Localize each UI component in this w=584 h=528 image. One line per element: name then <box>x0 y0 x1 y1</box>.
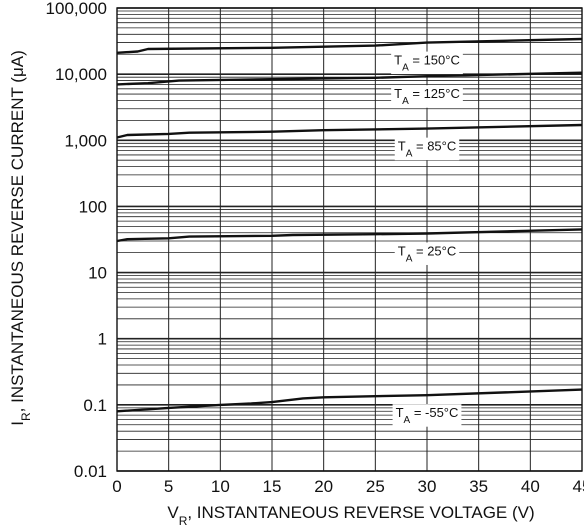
curve-labels: TA = 150°C TA = 125°C TA = 85°C TA = 25°C TA… <box>391 51 463 427</box>
plot-frame <box>116 7 583 472</box>
y-tick-label: 10 <box>88 264 107 283</box>
y-tick-label: 1,000 <box>64 131 107 150</box>
x-tick-label: 40 <box>521 477 540 496</box>
curve-1 <box>116 71 583 86</box>
x-tick-label: 30 <box>418 477 437 496</box>
x-tick-label: 20 <box>314 477 333 496</box>
curves <box>116 37 583 413</box>
curve-label-background <box>391 51 463 75</box>
y-tick-label: 100,000 <box>46 0 107 18</box>
curve-label-background <box>394 137 460 161</box>
x-tick-label: 45 <box>573 477 584 496</box>
curve-label-0: TA = 150°C <box>394 53 460 74</box>
curve-4 <box>116 388 583 413</box>
curve-label-1: TA = 125°C <box>394 86 460 107</box>
curve-label-3: TA = 25°C <box>398 243 457 264</box>
grid-lines <box>116 7 583 472</box>
y-tick-label: 10,000 <box>55 65 107 84</box>
y-tick-label: 0.1 <box>83 396 107 415</box>
curve-label-background <box>394 242 460 265</box>
curve-label-background <box>391 85 463 108</box>
x-tick-label: 0 <box>112 477 121 496</box>
curve-label-background <box>392 404 462 427</box>
x-tick-label: 35 <box>469 477 488 496</box>
curve-0 <box>116 37 583 54</box>
curve-3 <box>116 228 583 243</box>
x-axis-title: VR, INSTANTANEOUS REVERSE VOLTAGE (V) <box>167 503 534 528</box>
plot-border <box>116 7 583 472</box>
y-tick-label: 100 <box>79 197 107 216</box>
curve-2 <box>116 123 583 139</box>
y-axis-tick-labels: 0.01 0.1 1 10 100 1,000 10,000 100,000 <box>46 0 107 481</box>
curve-label-4: TA = -55°C <box>396 405 459 426</box>
y-tick-label: 1 <box>98 330 107 349</box>
curve-label-2: TA = 85°C <box>398 139 457 160</box>
x-axis-tick-labels: 0 5 10 15 20 25 30 35 40 45 <box>112 477 584 496</box>
x-tick-label: 15 <box>263 477 282 496</box>
x-tick-label: 10 <box>211 477 230 496</box>
x-tick-label: 25 <box>366 477 385 496</box>
y-axis-title: IR, INSTANTANEOUS REVERSE CURRENT (μA) <box>8 50 33 426</box>
y-tick-label: 0.01 <box>74 462 107 481</box>
x-tick-label: 5 <box>164 477 173 496</box>
